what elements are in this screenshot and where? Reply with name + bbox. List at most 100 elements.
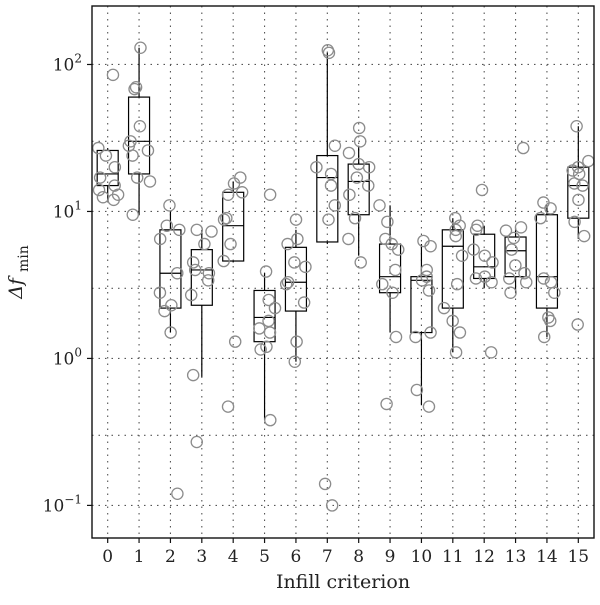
data-point (571, 318, 584, 331)
data-point (264, 413, 277, 427)
data-point (289, 213, 303, 226)
data-point (381, 215, 394, 229)
data-point (324, 179, 338, 192)
data-point (310, 160, 323, 174)
y-tick-label: 10−1 (43, 492, 82, 516)
data-point (184, 288, 198, 302)
data-point (158, 304, 171, 318)
data-point (410, 383, 424, 397)
data-point (92, 141, 105, 155)
data-point (263, 188, 277, 201)
data-point (467, 243, 480, 256)
data-point (128, 82, 141, 96)
data-point (171, 266, 184, 280)
data-point (235, 186, 249, 199)
data-point (354, 256, 367, 269)
data-point (409, 330, 422, 344)
data-point (503, 272, 516, 285)
data-point (253, 322, 266, 335)
data-point (449, 229, 462, 243)
data-point (99, 149, 113, 162)
data-point (254, 343, 267, 356)
data-point (173, 223, 186, 237)
data-point (469, 272, 483, 285)
data-point (415, 274, 429, 287)
data-point (133, 119, 147, 133)
data-point (566, 164, 579, 177)
data-point (389, 263, 402, 277)
data-point (391, 243, 405, 256)
y-axis-title-main: Δf (5, 275, 27, 300)
box-2 (159, 229, 182, 309)
data-point (217, 254, 230, 268)
data-point (389, 330, 403, 344)
data-point (373, 199, 386, 212)
data-point (343, 188, 356, 201)
data-point (221, 188, 235, 201)
data-point (507, 231, 521, 245)
x-tick-label: 6 (291, 547, 302, 567)
data-point (134, 41, 147, 54)
data-point (514, 221, 528, 234)
data-point (453, 326, 467, 339)
x-tick-label: 0 (102, 547, 113, 567)
data-point (568, 215, 581, 229)
data-point (570, 119, 583, 133)
data-point (568, 177, 581, 190)
data-point (475, 183, 489, 197)
box-13 (504, 236, 527, 278)
data-point (221, 400, 235, 413)
data-point (424, 239, 437, 253)
data-point (202, 266, 216, 280)
box-14 (535, 214, 559, 309)
data-point (518, 266, 531, 280)
data-point (544, 314, 557, 328)
y-tick-label: 100 (53, 345, 82, 369)
y-axis-title-subscript: min (16, 245, 32, 272)
data-point (362, 160, 376, 174)
data-point (576, 179, 589, 192)
plot-frame (91, 5, 595, 539)
data-point (342, 146, 356, 160)
data-point (422, 400, 436, 413)
data-point (548, 286, 561, 299)
data-point (201, 274, 215, 287)
data-point (572, 167, 586, 181)
data-point (129, 81, 143, 94)
box-7 (316, 154, 339, 243)
box-15 (567, 166, 590, 219)
data-point (153, 232, 167, 246)
data-point (190, 435, 204, 449)
x-tick-label: 11 (442, 547, 464, 567)
x-tick-label: 12 (473, 547, 495, 567)
data-point (534, 211, 547, 225)
data-point (449, 346, 463, 359)
data-point (93, 171, 107, 184)
data-point (348, 211, 362, 225)
data-point (455, 249, 469, 262)
data-point (290, 335, 303, 348)
x-tick-label: 8 (353, 547, 364, 567)
data-point (478, 249, 492, 262)
data-point (92, 183, 106, 197)
data-point (288, 355, 302, 368)
data-point (380, 397, 393, 411)
data-point (281, 237, 294, 251)
x-tick-label: 10 (411, 547, 433, 567)
data-point (108, 179, 121, 192)
data-point (228, 335, 242, 348)
data-point (328, 139, 342, 152)
data-point (322, 213, 335, 226)
data-points (92, 41, 595, 512)
data-point (163, 199, 176, 212)
data-point (577, 229, 591, 243)
x-tick-label: 7 (322, 547, 333, 567)
data-point (186, 256, 200, 269)
data-point (259, 265, 273, 278)
x-axis-ticks: 0 1 2 3 4 5 6 7 8 9 10 11 12 13 14 15 (102, 538, 589, 567)
data-point (165, 299, 178, 312)
data-point (422, 284, 436, 297)
data-point (188, 263, 202, 277)
